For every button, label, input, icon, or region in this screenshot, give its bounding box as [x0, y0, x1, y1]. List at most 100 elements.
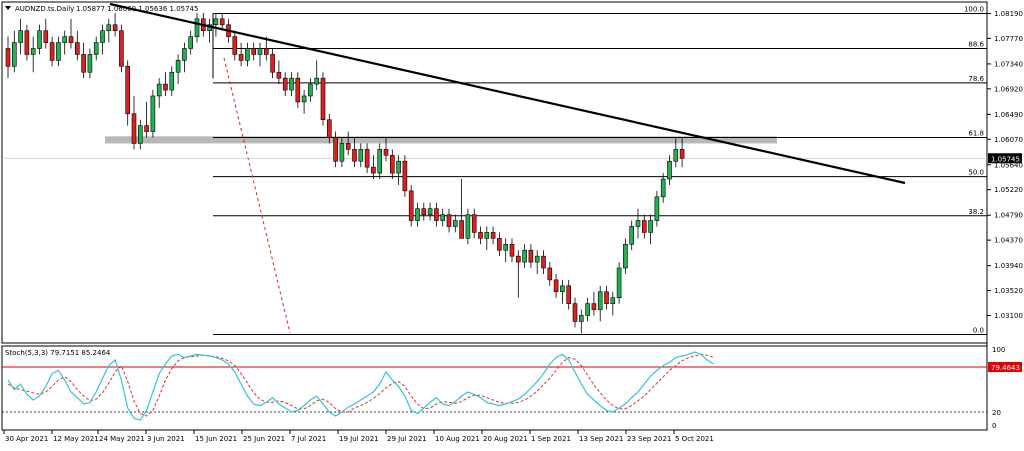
candle	[452, 214, 458, 233]
candle-body-bearish	[490, 232, 496, 239]
candle-body-bearish	[604, 291, 609, 304]
stochastic-layer: 100 20 0 79.4643	[2, 346, 1022, 430]
price-tick-label: 1.04370	[994, 237, 1023, 245]
candle-body-bullish	[87, 54, 93, 73]
candle	[314, 60, 320, 91]
candle	[358, 143, 364, 168]
candle	[62, 30, 68, 55]
candle-body-bullish	[377, 149, 383, 174]
candle-body-bearish	[515, 255, 521, 263]
candle	[100, 24, 105, 55]
candle-body-bearish	[125, 65, 130, 115]
candle	[87, 48, 93, 79]
candle	[24, 24, 30, 61]
candle-body-bullish	[415, 208, 420, 221]
candle-body-bullish	[585, 303, 590, 316]
symbol-label: AUDNZD.ts.Daily	[15, 5, 74, 13]
price-tick-label: 1.03940	[994, 262, 1023, 270]
candle-body-bullish	[175, 60, 181, 73]
candle	[541, 250, 546, 274]
candle	[371, 155, 376, 180]
candle-body-bearish	[276, 71, 282, 79]
date-tick-label: 15 Jun 2021	[195, 435, 237, 443]
candle-body-bearish	[24, 30, 30, 55]
candle	[75, 30, 80, 61]
candle	[591, 291, 597, 316]
candle-body-bullish	[452, 220, 458, 227]
candle-body-bullish	[616, 267, 622, 298]
candle	[352, 137, 357, 168]
candle-body-bullish	[667, 160, 672, 180]
stoch-axis-label: 100	[992, 346, 1005, 354]
date-tick-label: 19 Jul 2021	[339, 435, 379, 443]
candle-body-bearish	[566, 285, 572, 304]
candle-body-bullish	[106, 24, 112, 31]
candle	[308, 78, 313, 102]
candle	[389, 149, 395, 180]
candle-body-bearish	[263, 48, 269, 55]
candle	[623, 238, 628, 274]
candles-layer	[5, 12, 685, 334]
candle-body-bearish	[75, 42, 80, 55]
candle	[578, 309, 584, 334]
candle	[610, 291, 616, 316]
candle	[232, 30, 238, 61]
candle-body-bearish	[471, 214, 477, 233]
date-tick-label: 25 Jun 2021	[243, 435, 285, 443]
candle-body-bearish	[320, 77, 326, 120]
fib-level-label: 100.0	[964, 5, 984, 13]
candle-body-bullish	[560, 285, 565, 293]
candle-body-bullish	[93, 42, 99, 55]
date-tick-label: 7 Jul 2021	[291, 435, 326, 443]
candle-body-bullish	[182, 48, 187, 61]
date-tick-label: 30 Apr 2021	[5, 435, 48, 443]
candle-body-bullish	[648, 220, 653, 233]
candle-body-bullish	[427, 208, 433, 215]
candle	[585, 297, 590, 322]
candle-body-bullish	[503, 243, 509, 251]
candle	[446, 208, 452, 233]
candle	[175, 54, 181, 85]
candle	[509, 238, 515, 263]
candle	[182, 42, 187, 73]
candle	[245, 42, 250, 67]
candle	[289, 72, 294, 96]
candle-body-bearish	[553, 279, 559, 293]
stoch-level-badge	[988, 362, 1022, 372]
date-tick-label: 24 May 2021	[99, 435, 145, 443]
price-tick-label: 1.05220	[994, 186, 1023, 194]
current-price-badge	[988, 153, 1022, 164]
candle	[503, 238, 509, 263]
candle	[150, 90, 156, 138]
candle	[660, 173, 666, 203]
collapse-triangle-icon[interactable]	[5, 6, 11, 10]
candle-body-bearish	[408, 190, 414, 221]
candle	[421, 202, 427, 221]
candle-body-bearish	[131, 113, 137, 144]
candle-body-bearish	[509, 243, 515, 257]
candle-body-bearish	[478, 232, 483, 239]
candle	[144, 101, 149, 138]
candle-body-bullish	[56, 42, 61, 61]
candle-body-bearish	[345, 143, 351, 150]
candle	[257, 42, 263, 67]
candle	[194, 12, 200, 43]
candle-body-bearish	[144, 125, 149, 132]
candle-body-bearish	[591, 303, 597, 310]
date-tick-label: 10 Aug 2021	[435, 435, 480, 443]
candle-body-bearish	[371, 166, 376, 174]
fib-level-label: 0.0	[973, 326, 984, 334]
candle-body-bullish	[30, 48, 36, 55]
candle	[566, 279, 572, 310]
candle	[169, 66, 175, 96]
candle	[629, 220, 635, 251]
candle	[427, 202, 433, 221]
candle-body-bearish	[421, 208, 427, 215]
resistance-zone-layer	[105, 136, 777, 144]
candle-body-bullish	[150, 95, 156, 132]
candle-body-bullish	[257, 48, 263, 55]
candle	[396, 155, 401, 185]
candle	[30, 36, 36, 73]
candle-body-bearish	[232, 36, 238, 55]
